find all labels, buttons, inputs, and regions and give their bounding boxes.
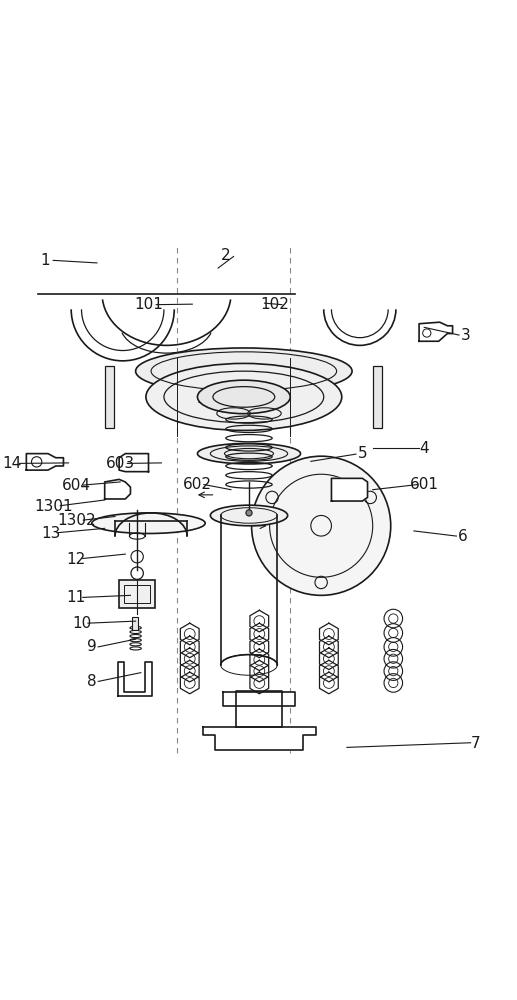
Text: 1302: 1302 [57, 513, 96, 528]
Polygon shape [223, 692, 295, 706]
Polygon shape [250, 610, 269, 632]
Bar [104, 366, 114, 428]
Polygon shape [180, 648, 199, 670]
Polygon shape [104, 479, 130, 499]
Ellipse shape [92, 513, 205, 534]
Text: 2: 2 [221, 248, 231, 263]
Polygon shape [320, 660, 338, 682]
Text: 9: 9 [87, 639, 97, 654]
Polygon shape [180, 672, 199, 694]
Text: 13: 13 [41, 526, 60, 541]
Polygon shape [236, 691, 282, 727]
Polygon shape [250, 649, 269, 671]
Polygon shape [320, 648, 338, 670]
Text: 1301: 1301 [34, 499, 72, 514]
Polygon shape [117, 662, 152, 696]
Text: 4: 4 [419, 441, 429, 456]
Ellipse shape [197, 380, 290, 414]
Bar [119, 580, 155, 608]
Polygon shape [180, 623, 199, 645]
Circle shape [252, 456, 391, 595]
Ellipse shape [135, 348, 352, 394]
Text: 1: 1 [41, 253, 50, 268]
Polygon shape [419, 322, 452, 341]
Text: 101: 101 [134, 297, 163, 312]
Text: 8: 8 [87, 674, 97, 689]
Text: 602: 602 [183, 477, 212, 492]
Text: 102: 102 [261, 297, 289, 312]
Ellipse shape [146, 363, 342, 430]
Text: 12: 12 [67, 552, 86, 567]
Polygon shape [180, 636, 199, 658]
Text: 10: 10 [72, 616, 91, 631]
Ellipse shape [197, 443, 300, 464]
Polygon shape [119, 454, 148, 472]
Polygon shape [320, 672, 338, 694]
Text: 3: 3 [461, 328, 470, 343]
Bar [373, 366, 382, 428]
Polygon shape [320, 636, 338, 658]
Polygon shape [250, 672, 269, 694]
Polygon shape [250, 660, 269, 682]
Polygon shape [331, 478, 368, 501]
Polygon shape [250, 636, 269, 658]
Polygon shape [26, 454, 64, 470]
Text: 5: 5 [358, 446, 367, 461]
Text: 14: 14 [2, 456, 22, 471]
Polygon shape [180, 660, 199, 682]
Text: 6: 6 [458, 529, 468, 544]
Polygon shape [203, 727, 316, 750]
Circle shape [246, 510, 252, 516]
Polygon shape [320, 623, 338, 645]
Polygon shape [250, 623, 269, 645]
Text: 7: 7 [471, 736, 481, 751]
Text: 604: 604 [62, 478, 91, 493]
Ellipse shape [210, 505, 287, 526]
Text: 11: 11 [67, 590, 86, 605]
Bar [124, 585, 150, 603]
Text: 603: 603 [105, 456, 135, 471]
Text: 601: 601 [410, 477, 439, 492]
Bar [132, 617, 138, 630]
